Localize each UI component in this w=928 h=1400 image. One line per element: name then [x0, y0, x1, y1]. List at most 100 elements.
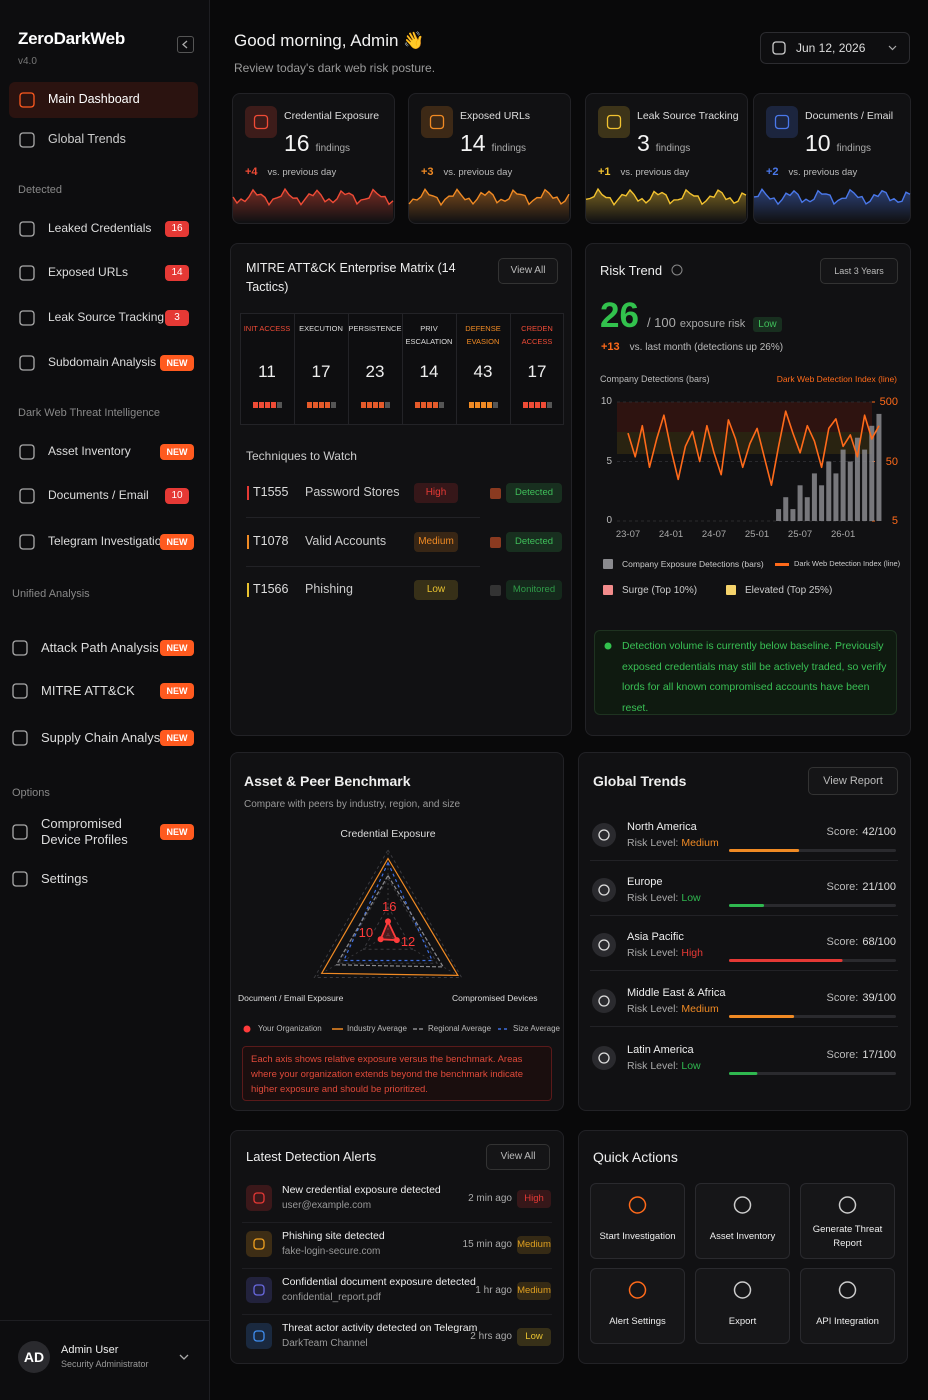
version: v4.0 — [18, 56, 37, 67]
nav-item[interactable]: MITRE ATT&CK — [41, 683, 135, 698]
stat-title: Credential Exposure — [284, 110, 380, 122]
region-name: Middle East & Africa — [627, 987, 726, 999]
nav-item[interactable]: Supply Chain Analysis — [41, 730, 170, 745]
nav-item[interactable]: Documents / Email — [48, 488, 149, 502]
quick-action[interactable] — [590, 1183, 685, 1259]
technique-name: Valid Accounts — [305, 534, 387, 548]
score-row: 26 / 100 exposure risk Low — [600, 296, 782, 336]
stat-value: 10 — [805, 130, 831, 156]
stat-delta-row: +3 vs. previous day — [421, 166, 512, 178]
alert-icon — [246, 1277, 272, 1303]
risk-caption: Risk Level: — [627, 947, 679, 959]
greeting: Good morning, Admin 👋 — [234, 31, 425, 50]
status-pill: Detected — [506, 483, 562, 503]
alert-detail: user@example.com — [282, 1200, 372, 1211]
view-all-button[interactable]: View All — [486, 1144, 550, 1170]
action-label: Export — [728, 1316, 757, 1327]
score-label: 39/100 — [862, 992, 896, 1004]
tactic-name: PERSISTENCE — [348, 324, 402, 333]
risk-note: Detection volume is currently below base… — [622, 640, 887, 714]
y2-tick-label: 50 — [885, 455, 898, 468]
technique-id: T1555 — [253, 485, 289, 499]
action-label: Alert Settings — [609, 1316, 666, 1327]
radar-value-label: 12 — [400, 934, 416, 950]
legend-label: Company Exposure Detections (bars) — [622, 559, 764, 569]
view-report-button[interactable]: View Report — [808, 767, 898, 795]
stat-title: Exposed URLs — [460, 110, 531, 122]
action-label: Generate Threat Report — [812, 1224, 883, 1249]
alert-title: Phishing site detected — [282, 1230, 385, 1242]
divider — [0, 1320, 210, 1321]
benchmark-title: Asset & Peer Benchmark — [244, 773, 411, 789]
view-all-button[interactable]: View All — [498, 258, 558, 284]
quick-action[interactable] — [800, 1268, 895, 1344]
x-tick-label: 23-07 — [615, 529, 641, 540]
legend-label: Regional Average — [428, 1024, 492, 1033]
quick-action[interactable] — [590, 1268, 685, 1344]
score-row: Score: 39/100 — [776, 992, 896, 1004]
user-role: Security Administrator — [61, 1359, 149, 1369]
nav-item[interactable]: Global Trends — [48, 132, 126, 146]
nav-item[interactable]: Subdomain Analysis — [48, 355, 157, 369]
quick-action[interactable] — [695, 1183, 790, 1259]
risk-level-row: Risk Level: Medium — [627, 1003, 719, 1015]
legend-label: Surge (Top 10%) — [622, 585, 698, 596]
stat-value: 3 — [637, 130, 650, 156]
nav-item[interactable]: Main Dashboard — [48, 92, 140, 106]
left-axis-label: Company Detections (bars) — [600, 374, 710, 384]
x-tick-label: 26-01 — [830, 529, 856, 540]
risk-caption: Risk Level: — [627, 1060, 679, 1072]
stat-compare: vs. previous day — [620, 167, 690, 178]
alert-title: New credential exposure detected — [282, 1184, 441, 1196]
stat-value: 16 — [284, 130, 310, 156]
alert-detail: confidential_report.pdf — [282, 1292, 381, 1303]
action-label: Start Investigation — [599, 1231, 676, 1242]
stat-value-row: 10 findings — [805, 130, 871, 157]
nav-item[interactable]: Leak Source Tracking — [48, 310, 165, 324]
tactic-name: DEFENSE EVASION — [465, 324, 501, 346]
stat-compare: vs. previous day — [788, 167, 858, 178]
quick-action[interactable] — [695, 1268, 790, 1344]
action-label: Asset Inventory — [709, 1231, 776, 1242]
nav-section: Options — [12, 787, 50, 799]
tactic-divider — [294, 313, 295, 425]
score-caption: Score: — [826, 1049, 859, 1061]
nav-item[interactable]: Attack Path Analysis — [41, 640, 159, 655]
card — [230, 1130, 564, 1364]
badge: NEW — [160, 730, 194, 746]
severity-pill: High — [414, 483, 458, 503]
nav-item[interactable]: Compromised Device Profiles — [41, 816, 128, 847]
region-name: Latin America — [627, 1044, 694, 1056]
severity-pill: High — [517, 1190, 551, 1208]
y-tick-label: 10 — [600, 396, 612, 407]
alert-icon — [246, 1323, 272, 1349]
risk-level: Low — [753, 317, 782, 332]
card — [578, 752, 911, 1111]
collapse-button[interactable] — [177, 36, 194, 53]
nav-item[interactable]: Asset Inventory — [48, 444, 131, 458]
tactic-count: 43 — [473, 362, 493, 381]
row-divider — [246, 566, 480, 567]
stat-icon — [766, 106, 798, 138]
tactic-divider — [402, 313, 403, 425]
alert-detail: DarkTeam Channel — [282, 1338, 368, 1349]
active-nav[interactable] — [9, 82, 198, 118]
nav-item[interactable]: Leaked Credentials — [48, 221, 152, 235]
stat-icon — [421, 106, 453, 138]
nav-item[interactable]: Settings — [41, 871, 88, 886]
tactic-name: CREDEN ACCESS — [521, 324, 553, 346]
alert-time: 2 hrs ago — [470, 1331, 512, 1342]
nav-item[interactable]: Telegram Investigation — [48, 534, 169, 548]
row-divider — [590, 860, 898, 861]
stat-compare: vs. previous day — [267, 167, 337, 178]
stat-delta: +4 — [245, 166, 258, 178]
avatar: AD — [18, 1341, 50, 1373]
quick-action[interactable] — [800, 1183, 895, 1259]
x-tick-label: 25-07 — [787, 529, 813, 540]
action-label: API Integration — [816, 1316, 879, 1327]
stat-icon — [245, 106, 277, 138]
range-select[interactable]: Last 3 Years — [820, 258, 898, 284]
delta-row: +13 vs. last month (detections up 26%) — [601, 341, 783, 353]
nav-item[interactable]: Exposed URLs — [48, 265, 129, 279]
nav-section: Unified Analysis — [12, 588, 90, 600]
